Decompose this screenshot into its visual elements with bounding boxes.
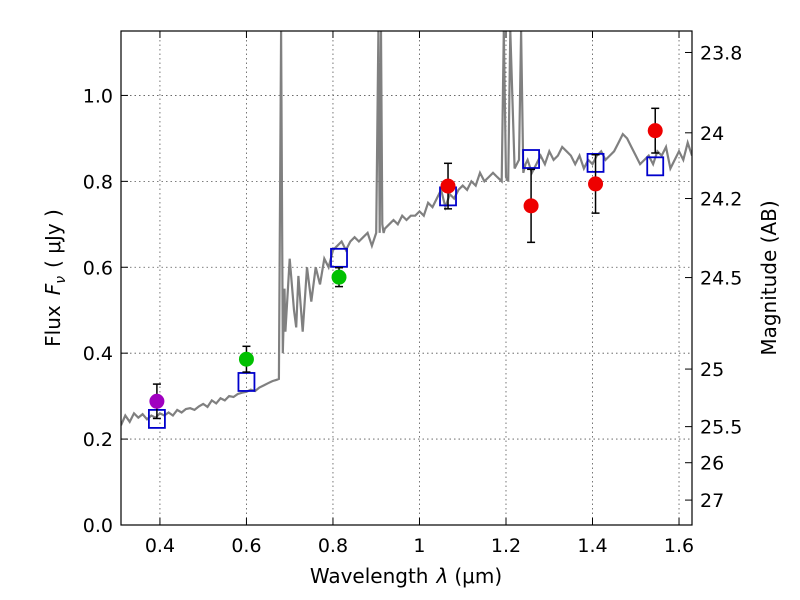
y-tick-label: 0.0 — [83, 515, 113, 537]
y2-axis-label: Magnitude (AB) — [757, 200, 781, 355]
y2-tick-label: 25.5 — [700, 417, 742, 439]
y-tick-label: 1.0 — [83, 85, 113, 107]
y2-tick-label: 24 — [700, 123, 724, 145]
x-tick-label: 1.6 — [664, 535, 694, 557]
y-axis-label-sub: ν — [53, 276, 69, 284]
y-axis-label: Flux Fν ( μJy ) — [41, 209, 69, 347]
x-tick-label: 1.4 — [577, 535, 607, 557]
x-axis-ticks: 0.4 0.6 0.8 1 1.2 1.4 1.6 — [145, 31, 694, 557]
y-axis-ticks: 0.0 0.2 0.4 0.6 0.8 1.0 — [83, 85, 128, 537]
data-markers — [148, 107, 665, 429]
y-axis-label-var: F — [41, 283, 65, 295]
plot-frame — [120, 30, 693, 526]
y2-tick-label: 24.5 — [700, 268, 742, 290]
x-axis-label-unit: (μm) — [454, 564, 502, 588]
x-tick-label: 0.8 — [318, 535, 348, 557]
observed-point — [238, 351, 254, 367]
x-axis-label-var: λ — [436, 564, 449, 588]
plot-area — [121, 31, 692, 429]
y-axis-label-unit: ( μJy ) — [41, 209, 65, 268]
observed-point — [149, 393, 165, 409]
observed-point — [588, 176, 604, 192]
x-axis-label-main: Wavelength — [310, 564, 429, 588]
x-tick-label: 1 — [413, 535, 425, 557]
observed-point — [523, 198, 539, 214]
observed-point — [440, 178, 456, 194]
model-photometry-square — [330, 247, 348, 268]
y2-tick-label: 24.2 — [700, 189, 742, 211]
x-tick-label: 1.2 — [491, 535, 521, 557]
y2-tick-label: 23.8 — [700, 42, 742, 64]
y-tick-label: 0.4 — [83, 343, 113, 365]
y-tick-label: 0.6 — [83, 257, 113, 279]
observed-point — [647, 123, 663, 139]
x-tick-label: 0.6 — [231, 535, 261, 557]
y-tick-label: 0.2 — [83, 429, 113, 451]
y2-tick-label: 27 — [700, 490, 724, 512]
y2-tick-label: 25 — [700, 359, 724, 381]
model-spectrum-line — [121, 31, 692, 426]
model-photometry-square — [522, 149, 540, 169]
y2-axis-ticks: 23.8 24 24.2 24.5 25 25.5 26 27 — [685, 42, 742, 512]
grid-lines — [121, 31, 692, 525]
model-photometry-square — [237, 372, 256, 392]
y-tick-label: 0.8 — [83, 171, 113, 193]
y-axis-label-main: Flux — [41, 305, 65, 347]
observed-point — [331, 269, 347, 285]
x-tick-label: 0.4 — [145, 535, 175, 557]
model-photometry-square — [646, 156, 665, 177]
y2-tick-label: 26 — [700, 453, 724, 475]
x-axis-label: Wavelength λ (μm) — [310, 564, 502, 588]
